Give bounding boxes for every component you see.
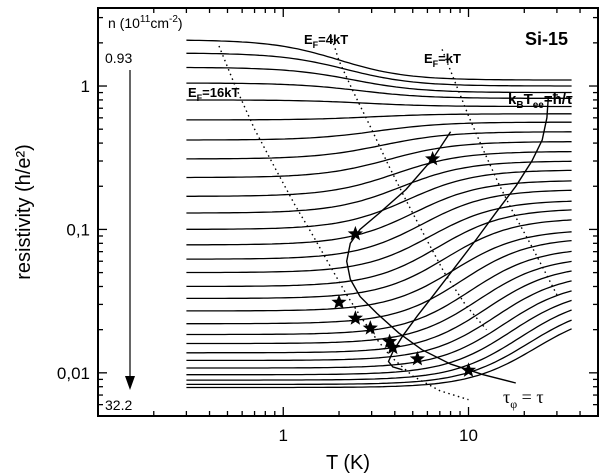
resistivity-curve: [186, 121, 572, 141]
resistivity-curve: [186, 309, 572, 381]
ef4-label: EF=4kT: [304, 32, 348, 50]
resistivity-curve: [186, 319, 572, 386]
resistivity-curve: [186, 169, 572, 230]
kbtee-label: kBTee=ħ/τ: [508, 91, 573, 111]
fermi-energy-line: [218, 45, 469, 401]
star-marker: [382, 333, 398, 349]
star-marker: [460, 362, 477, 377]
resistivity-curve: [186, 52, 572, 87]
resistivity-curve: [186, 260, 572, 345]
y-tick-label: 0,01: [57, 364, 90, 383]
resistivity-curves: [186, 39, 572, 389]
resistivity-curve: [186, 66, 572, 94]
tau-phi-label: τφ = τ: [503, 387, 544, 411]
characteristic-line: [387, 96, 550, 371]
x-tick-label: 10: [459, 426, 478, 445]
characteristic-line: [345, 131, 516, 384]
x-axis-title: T (K): [326, 452, 370, 474]
density-top-value: 0.93: [105, 50, 132, 66]
star-marker: [331, 294, 347, 309]
resistivity-curve: [186, 239, 572, 325]
density-axis-label: n (1011cm-2): [108, 14, 183, 31]
y-axis-title: resistivity (h/e²): [13, 144, 35, 280]
resistivity-curve: [186, 141, 572, 179]
resistivity-curve: [186, 113, 572, 121]
star-marker: [362, 320, 378, 335]
axis-ticks: 1 10 0,01 0,1 1: [57, 8, 598, 445]
sample-label: Si-15: [525, 29, 568, 49]
y-tick-label: 1: [81, 77, 90, 96]
density-arrow-head: [125, 376, 135, 390]
y-tick-label: 0,1: [66, 220, 90, 239]
resistivity-curve: [186, 328, 572, 389]
star-marker: [385, 339, 401, 355]
resistivity-curve: [186, 150, 572, 197]
resistivity-curve: [186, 39, 572, 81]
plot-frame: [97, 7, 599, 417]
star-marker: [409, 350, 425, 366]
resistivity-curve: [186, 219, 572, 300]
star-marker: [347, 310, 363, 325]
resistivity-curve: [186, 250, 572, 336]
x-tick-label: 1: [279, 426, 288, 445]
fermi-energy-lines: [218, 33, 558, 401]
ef16-label: EF=16kT: [188, 85, 239, 103]
star-marker: [347, 225, 363, 241]
resistivity-curve: [186, 131, 572, 160]
characteristic-lines: [345, 96, 550, 384]
resistivity-curve: [186, 290, 572, 369]
resistivity-curve: [186, 82, 572, 100]
fermi-energy-line: [441, 49, 558, 296]
crossover-markers: [331, 151, 477, 377]
resistivity-curve: [186, 180, 572, 246]
resistivity-curve: [186, 270, 572, 354]
ef1-label: EF=kT: [424, 51, 461, 69]
fermi-energy-line: [329, 33, 488, 331]
resistivity-curve: [186, 189, 572, 260]
resistivity-curve: [186, 160, 572, 214]
resistivity-curve: [186, 280, 572, 362]
resistivity-curve: [186, 99, 572, 108]
resistivity-curve: [186, 209, 572, 288]
density-bottom-value: 32.2: [105, 397, 132, 413]
resistivity-curve: [186, 299, 572, 376]
resistivity-curve: [186, 200, 572, 274]
star-marker: [425, 151, 441, 166]
resistivity-curve: [186, 231, 572, 312]
